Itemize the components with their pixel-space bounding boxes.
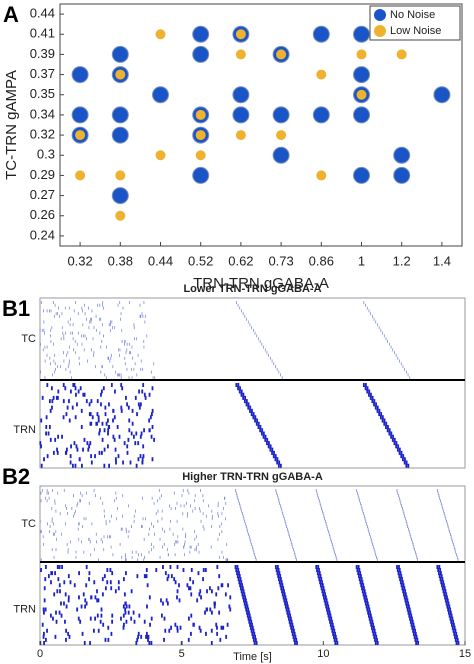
plot-frame — [59, 3, 463, 247]
panel-label: A — [3, 2, 19, 27]
legend-box — [369, 5, 461, 41]
y-tick-label: 0.26 — [30, 207, 55, 222]
y-tick-label: 0.39 — [30, 46, 55, 61]
raster-frame — [39, 485, 466, 646]
y-tick-label: 0.32 — [30, 127, 55, 142]
no-noise-point — [111, 187, 129, 205]
no-noise-point — [232, 86, 250, 104]
y-tick-label: 0.34 — [30, 106, 55, 121]
no-noise-point — [353, 166, 370, 184]
x-axis-label: TRN-TRN gGABA-A — [193, 275, 329, 292]
x-tick-label: 1 — [358, 253, 365, 268]
low-noise-point — [235, 130, 246, 141]
low-noise-point — [75, 130, 86, 141]
y-tick-label: 0.27 — [30, 187, 55, 202]
raster-title: Lower TRN-TRN gGABA-A — [183, 283, 321, 295]
low-noise-point — [356, 49, 367, 60]
low-noise-point — [115, 69, 126, 80]
legend-marker — [374, 9, 386, 21]
legend-marker — [374, 25, 386, 37]
x-tick-label: 0 — [37, 648, 43, 660]
no-noise-point — [393, 146, 411, 164]
x-tick-label: 0.38 — [108, 253, 133, 268]
y-tick-label: 0.35 — [30, 86, 55, 101]
no-noise-point — [312, 25, 330, 43]
low-noise-point — [195, 130, 206, 141]
no-noise-point — [393, 166, 411, 184]
x-tick-label: 0.44 — [148, 253, 173, 268]
no-noise-point — [111, 45, 129, 63]
x-tick-label: 1.4 — [433, 253, 451, 268]
y-tick-label: 0.44 — [30, 6, 55, 21]
low-noise-point — [115, 170, 126, 181]
x-tick-label: 0.86 — [309, 253, 334, 268]
x-tick-label: 10 — [317, 648, 329, 660]
no-noise-point — [353, 25, 370, 43]
no-noise-point — [192, 25, 210, 43]
low-noise-point — [396, 49, 407, 60]
x-tick-label: 0.32 — [67, 253, 92, 268]
low-noise-point — [155, 29, 166, 40]
low-noise-point — [195, 109, 206, 120]
no-noise-point — [71, 66, 89, 84]
no-noise-point — [272, 106, 290, 124]
panel-label: B1 — [2, 296, 30, 321]
no-noise-point — [232, 106, 250, 124]
no-noise-point — [111, 106, 129, 124]
low-noise-point — [75, 170, 86, 181]
low-noise-point — [316, 170, 327, 181]
tc-raster — [39, 301, 411, 380]
low-noise-point — [235, 29, 246, 40]
x-tick-label: 0.73 — [268, 253, 293, 268]
no-noise-point — [272, 146, 290, 164]
trn-raster — [39, 565, 460, 645]
row-label: TRN — [13, 603, 36, 615]
low-noise-point — [195, 150, 206, 161]
x-tick-label: 5 — [179, 648, 185, 660]
low-noise-point — [316, 69, 327, 80]
no-noise-point — [71, 106, 89, 124]
no-noise-point — [192, 45, 210, 63]
row-label: TC — [21, 333, 36, 345]
row-label: TRN — [13, 424, 36, 436]
y-tick-label: 0.3 — [37, 147, 55, 162]
panel-label: B2 — [2, 464, 30, 489]
no-noise-point — [192, 166, 210, 184]
low-noise-point — [115, 210, 126, 221]
low-noise-point — [155, 150, 166, 161]
y-axis-label: TC-TRN gAMPA — [3, 70, 20, 180]
raster-title: Higher TRN-TRN gGABA-A — [182, 471, 323, 483]
y-tick-label: 0.24 — [30, 227, 55, 242]
y-tick-label: 0.29 — [30, 167, 55, 182]
x-axis-label: Time [s] — [233, 651, 272, 663]
x-tick-label: 1.2 — [393, 253, 411, 268]
y-tick-label: 0.41 — [30, 26, 55, 41]
legend-label: No Noise — [390, 9, 435, 21]
low-noise-point — [276, 49, 287, 60]
no-noise-point — [111, 126, 129, 144]
legend-label: Low Noise — [390, 25, 441, 37]
raster-frame — [39, 297, 466, 469]
x-tick-label: 0.62 — [228, 253, 253, 268]
no-noise-point — [353, 106, 370, 124]
y-tick-label: 0.37 — [30, 66, 55, 81]
low-noise-point — [235, 49, 246, 60]
low-noise-point — [356, 89, 367, 100]
tc-raster — [39, 489, 459, 562]
no-noise-point — [312, 106, 330, 124]
row-label: TC — [21, 518, 36, 530]
no-noise-point — [152, 86, 169, 104]
no-noise-point — [353, 66, 370, 84]
x-tick-label: 0.52 — [188, 253, 213, 268]
x-tick-label: 15 — [459, 648, 471, 660]
low-noise-point — [276, 130, 287, 141]
no-noise-point — [433, 86, 451, 104]
trn-raster — [39, 383, 410, 468]
